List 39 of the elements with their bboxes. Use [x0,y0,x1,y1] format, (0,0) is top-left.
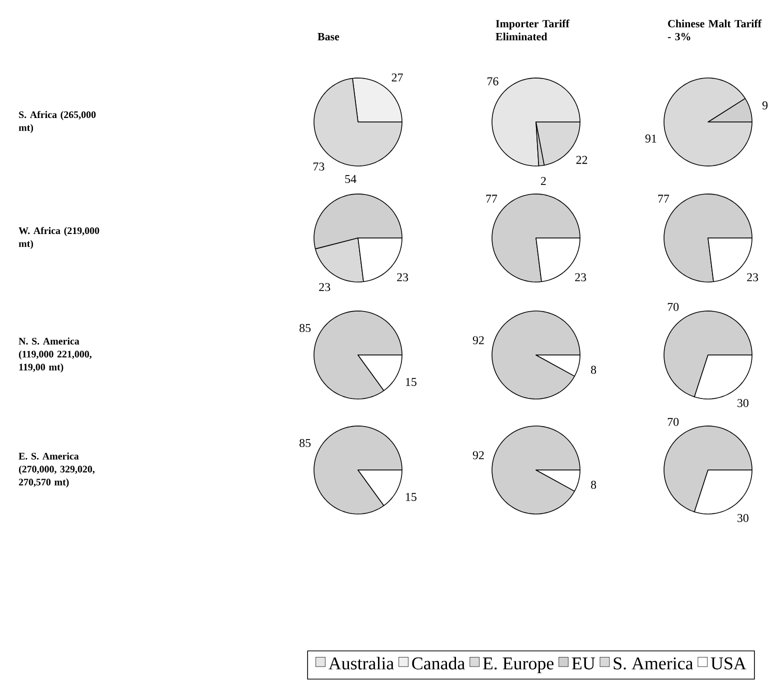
data-label: 27 [392,73,403,82]
data-label: 9 [762,101,768,110]
legend-label: EU [572,658,595,670]
data-label: 70 [668,418,679,426]
data-label: 77 [658,194,670,203]
text: S. Africa (265,000 mt) [18,110,96,134]
data-label: 22 [576,156,588,164]
data-label: 23 [397,273,408,282]
legend-label: Canada [412,656,465,670]
data-label: 23 [319,283,330,292]
data-label: 85 [300,438,311,448]
text: E. S. America (270,000, 329,020, 270,570 mt) [18,452,95,488]
text: W. Africa (219,000 mt) [18,226,100,250]
legend-label: Australia [328,656,394,670]
legend-label: E. Europe [482,658,554,674]
data-label: 92 [472,451,484,460]
data-label: 30 [738,399,748,408]
text: N. S. America (119,000 221,000, 119,00 mt) [18,338,92,372]
chart-title: Importer Tariff Eliminated [496,20,570,40]
data-label: 70 [668,302,679,311]
data-label: 91 [645,134,656,143]
data-label: 73 [314,162,324,171]
data-label: 15 [406,378,416,386]
data-label: 54 [345,175,356,184]
legend-label: USA [710,657,746,670]
data-label: 92 [472,336,484,344]
data-label: 23 [575,273,586,282]
data-label: 8 [591,366,596,374]
chart-title: Base [318,33,340,40]
data-label: 2 [540,176,546,185]
data-label: 76 [488,77,498,86]
data-label: 15 [406,492,416,501]
data-label: 77 [486,194,498,203]
data-label: 8 [591,480,596,489]
data-label: 30 [738,514,748,522]
data-label: 23 [747,273,758,282]
chart-title: Chinese Malt Tariff - 3% [668,20,762,40]
data-label: 85 [300,324,311,332]
legend-label: S. America [614,657,694,670]
